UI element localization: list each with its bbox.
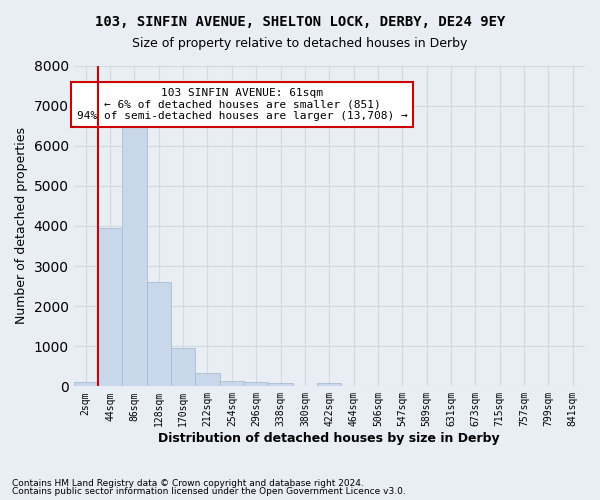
Bar — [171, 348, 196, 387]
Bar — [146, 282, 171, 387]
Bar — [268, 384, 293, 386]
Text: Contains public sector information licensed under the Open Government Licence v3: Contains public sector information licen… — [12, 487, 406, 496]
Text: Size of property relative to detached houses in Derby: Size of property relative to detached ho… — [133, 38, 467, 51]
Bar — [244, 382, 268, 386]
Text: 103 SINFIN AVENUE: 61sqm
← 6% of detached houses are smaller (851)
94% of semi-d: 103 SINFIN AVENUE: 61sqm ← 6% of detache… — [77, 88, 407, 121]
Bar — [220, 382, 244, 386]
Bar — [74, 382, 98, 386]
Bar — [122, 124, 146, 386]
Y-axis label: Number of detached properties: Number of detached properties — [15, 128, 28, 324]
Text: 103, SINFIN AVENUE, SHELTON LOCK, DERBY, DE24 9EY: 103, SINFIN AVENUE, SHELTON LOCK, DERBY,… — [95, 15, 505, 29]
Bar — [317, 384, 341, 386]
Bar — [196, 374, 220, 386]
X-axis label: Distribution of detached houses by size in Derby: Distribution of detached houses by size … — [158, 432, 500, 445]
Text: Contains HM Land Registry data © Crown copyright and database right 2024.: Contains HM Land Registry data © Crown c… — [12, 478, 364, 488]
Bar — [98, 228, 122, 386]
